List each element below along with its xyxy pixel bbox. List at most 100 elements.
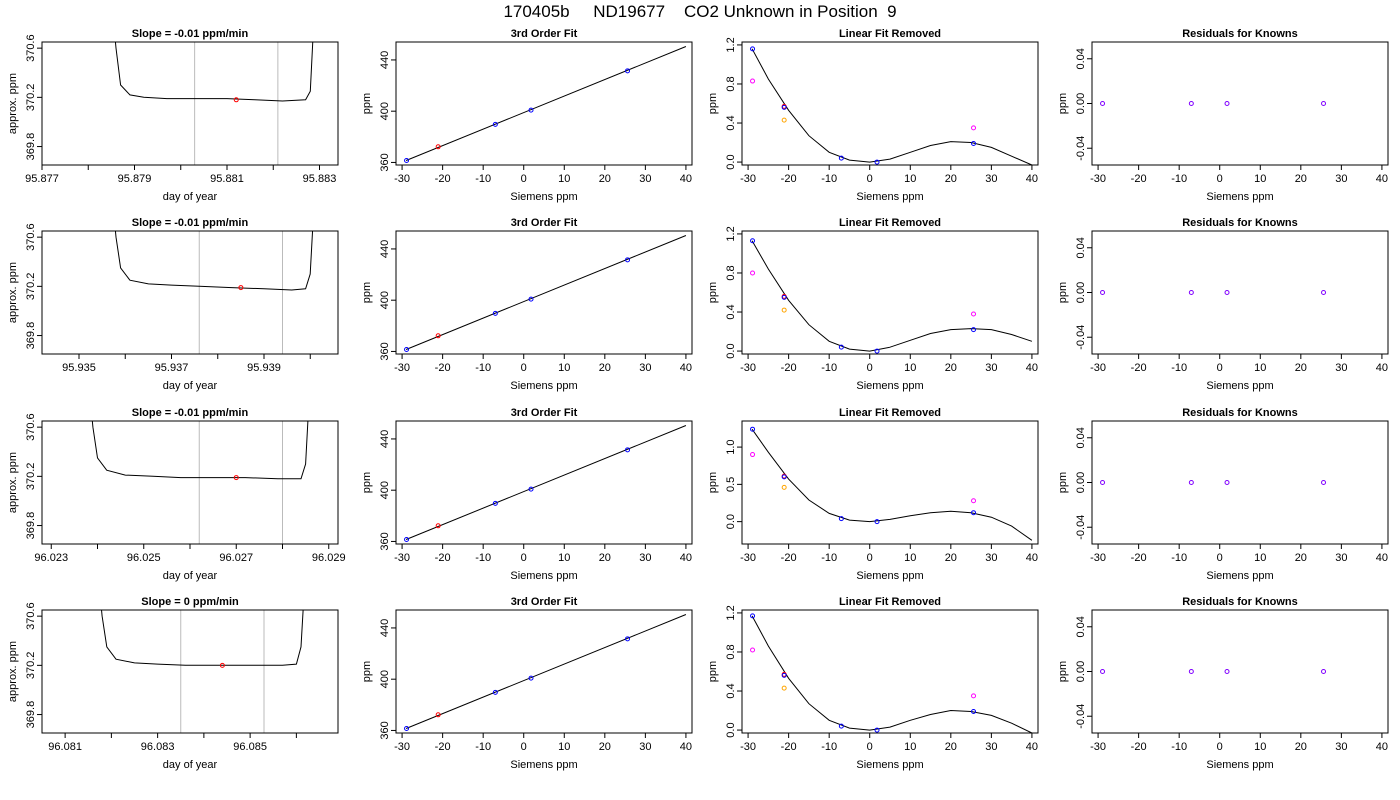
data-point [750, 78, 756, 84]
chart-title: Residuals for Knowns [1182, 407, 1298, 419]
plot-frame [41, 230, 339, 355]
data-point [492, 500, 498, 506]
y-tick-label: -0.04 [1075, 515, 1087, 540]
x-tick-label: -20 [435, 362, 451, 374]
chart-panel-14: 3rd Order Fit -30 -20 -10 0 10 20 30 40 Siemens p… [361, 596, 693, 771]
y-tick-label: 440 [379, 619, 391, 637]
y-axis-label: ppm [1057, 282, 1069, 303]
chart-panel-2: 3rd Order Fit -30 -20 -10 0 10 20 30 40 Siemens p… [361, 28, 693, 203]
data-point [492, 689, 498, 695]
x-tick-label: 0 [521, 552, 527, 564]
x-tick-label: 40 [1026, 741, 1038, 753]
plot-frame [741, 609, 1039, 734]
y-tick-label: 0.4 [725, 683, 737, 698]
data-point [750, 613, 756, 619]
data-point [528, 486, 534, 492]
x-tick-label: -10 [1171, 173, 1187, 185]
data-point [435, 333, 441, 339]
chart-panel-7: Linear Fit Removed -30 -20 -10 0 10 20 30 40 Siem… [707, 217, 1039, 392]
data-point [404, 537, 410, 543]
data-point [404, 726, 410, 732]
y-tick-label: 0.04 [1075, 616, 1087, 637]
chart-title: Linear Fit Removed [839, 28, 941, 40]
plot-frame [1091, 420, 1389, 545]
x-tick-label: 0 [521, 362, 527, 374]
chart-panel-1: Slope = -0.01 ppm/min 95.877 95.879 95.881 9… [7, 28, 339, 203]
data-point [781, 474, 787, 480]
chart-panel-3: Linear Fit Removed -30 -20 -10 0 10 20 30 40 Siem… [707, 28, 1039, 203]
y-tick-label: 369.8 [25, 133, 37, 161]
data-point [781, 117, 787, 123]
y-axis-label: ppm [361, 472, 373, 493]
y-tick-label: 370.6 [25, 34, 37, 62]
x-tick-label: 20 [1295, 552, 1307, 564]
x-tick-label: -30 [1090, 552, 1106, 564]
data-point [404, 347, 410, 353]
y-axis-label: approx. ppm [7, 452, 19, 513]
x-tick-label: 95.877 [25, 173, 59, 185]
y-tick-label: 440 [379, 51, 391, 69]
x-tick-label: 10 [904, 741, 916, 753]
data-point [528, 107, 534, 113]
y-axis-label: ppm [707, 472, 719, 493]
x-tick-label: 10 [904, 552, 916, 564]
data-point [781, 294, 787, 300]
chart-title: 3rd Order Fit [511, 407, 578, 419]
data-point [874, 519, 880, 525]
x-tick-label: -30 [740, 552, 756, 564]
x-tick-label: -30 [1090, 173, 1106, 185]
data-point [1224, 101, 1230, 106]
y-tick-label: 370.2 [25, 652, 37, 680]
y-tick-label: -0.04 [1075, 325, 1087, 350]
data-point [750, 238, 756, 244]
chart-title: 3rd Order Fit [511, 596, 578, 608]
data-point [838, 344, 844, 350]
fit-line [405, 614, 687, 729]
x-tick-label: -10 [475, 362, 491, 374]
y-tick-label: 440 [379, 240, 391, 258]
y-tick-label: 0.00 [1075, 661, 1087, 682]
y-tick-label: 0.0 [725, 514, 737, 529]
x-tick-label: 96.083 [141, 741, 175, 753]
y-tick-label: 360 [379, 153, 391, 171]
y-axis-label: ppm [1057, 472, 1069, 493]
x-tick-label: 0 [521, 173, 527, 185]
data-point [874, 159, 880, 165]
x-axis-label: day of year [163, 570, 218, 582]
x-tick-label: 10 [1254, 173, 1266, 185]
x-tick-label: 0 [867, 552, 873, 564]
plot-frame [395, 609, 693, 734]
x-tick-label: -30 [1090, 362, 1106, 374]
x-tick-label: -20 [435, 173, 451, 185]
chart-panel-13: Slope = 0 ppm/min 96.081 96.083 96.085 day o… [7, 596, 339, 771]
x-tick-label: 20 [1295, 173, 1307, 185]
x-axis-label: Siemens ppm [1206, 570, 1273, 582]
x-tick-label: 96.027 [219, 552, 253, 564]
data-point [1188, 669, 1194, 674]
x-tick-label: 20 [599, 362, 611, 374]
fit-line [405, 235, 687, 350]
y-tick-label: 0.8 [725, 644, 737, 659]
x-axis-label: Siemens ppm [510, 759, 577, 771]
data-point [750, 452, 756, 458]
data-point [233, 475, 239, 481]
fit-curve [751, 240, 1033, 352]
x-tick-label: 30 [639, 362, 651, 374]
x-tick-label: 0 [521, 741, 527, 753]
x-axis-label: Siemens ppm [856, 570, 923, 582]
x-tick-label: -10 [475, 552, 491, 564]
x-tick-label: 40 [1026, 173, 1038, 185]
x-tick-label: 30 [639, 741, 651, 753]
y-tick-label: 370.6 [25, 413, 37, 441]
x-axis-label: Siemens ppm [1206, 380, 1273, 392]
data-point [233, 97, 239, 103]
x-tick-label: -20 [781, 741, 797, 753]
x-tick-label: -10 [475, 741, 491, 753]
data-point [492, 310, 498, 316]
chart-title: 3rd Order Fit [511, 28, 578, 40]
x-tick-label: 40 [1376, 552, 1388, 564]
y-axis-label: ppm [1057, 661, 1069, 682]
chart-title: Slope = -0.01 ppm/min [132, 217, 249, 229]
x-tick-label: 0 [1217, 362, 1223, 374]
x-tick-label: 30 [985, 362, 997, 374]
